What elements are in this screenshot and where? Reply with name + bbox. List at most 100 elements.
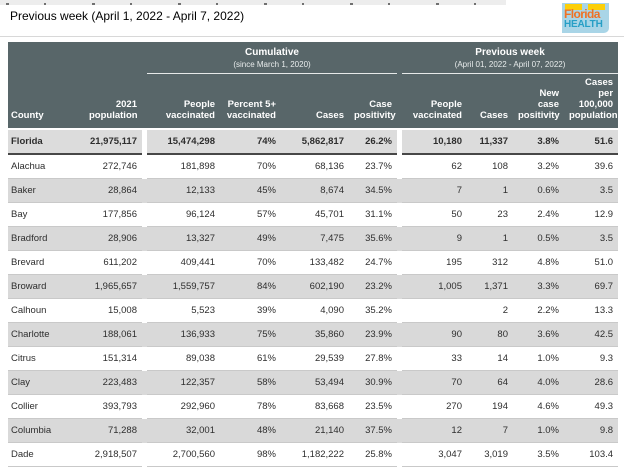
cell-pw-people-vaccinated: 12 xyxy=(402,418,467,443)
cell-pw-new-case-positivity: 0.6% xyxy=(513,178,564,203)
cell-pw-cases: 312 xyxy=(467,250,513,275)
column-separator xyxy=(142,178,147,203)
cell-pw-new-case-positivity: 0.5% xyxy=(513,226,564,251)
cell-pw-new-case-positivity: 4.6% xyxy=(513,394,564,419)
cell-pw-cases-per-100k: 13.3 xyxy=(564,298,619,323)
col-header-pw-cases: Cases xyxy=(467,73,513,129)
cell-percent-5plus-vaccinated: 39% xyxy=(220,298,281,323)
col-header-county: County xyxy=(8,73,84,129)
county-row: Alachua 272,746 181,898 70% 68,136 23.7% 62 108… xyxy=(8,154,619,179)
county-row: Broward 1,965,657 1,559,757 84% 602,190 23.2%… xyxy=(8,274,619,299)
cell-pw-cases-per-100k: 103.4 xyxy=(564,442,619,467)
state-total-row: Florida 21,975,117 15,474,298 74% 5,862,817 2… xyxy=(8,128,619,155)
table-header: Cumulative (since March 1, 2020) Previou… xyxy=(8,42,619,129)
cell-cases: 5,862,817 xyxy=(281,128,349,155)
column-separator xyxy=(397,346,402,371)
cell-cases: 45,701 xyxy=(281,202,349,227)
table-body: Florida 21,975,117 15,474,298 74% 5,862,817 2… xyxy=(8,128,619,467)
column-separator xyxy=(397,42,402,129)
county-row: Charlotte 188,061 136,933 75% 35,860 23.9% 90 8… xyxy=(8,322,619,347)
cell-people-vaccinated: 96,124 xyxy=(147,202,220,227)
cell-case-positivity: 23.2% xyxy=(349,274,397,299)
group-sublabel: (April 01, 2022 - April 07, 2022) xyxy=(454,60,566,69)
cell-pw-new-case-positivity: 3.6% xyxy=(513,322,564,347)
cell-case-positivity: 26.2% xyxy=(349,128,397,155)
cell-cases: 8,674 xyxy=(281,178,349,203)
column-separator xyxy=(142,370,147,395)
cell-people-vaccinated: 181,898 xyxy=(147,154,220,179)
cell-pw-new-case-positivity: 4.8% xyxy=(513,250,564,275)
cell-cases: 83,668 xyxy=(281,394,349,419)
cell-people-vaccinated: 12,133 xyxy=(147,178,220,203)
column-separator xyxy=(397,418,402,443)
column-separator xyxy=(397,322,402,347)
cell-pw-cases: 108 xyxy=(467,154,513,179)
cell-pw-people-vaccinated: 3,047 xyxy=(402,442,467,467)
cell-pw-cases-per-100k: 39.6 xyxy=(564,154,619,179)
cell-county: Alachua xyxy=(8,154,84,179)
county-row: Columbia 71,288 32,001 48% 21,140 37.5% 12 7 1.0… xyxy=(8,418,619,443)
cell-pw-people-vaccinated: 195 xyxy=(402,250,467,275)
cell-case-positivity: 23.7% xyxy=(349,154,397,179)
cell-percent-5plus-vaccinated: 45% xyxy=(220,178,281,203)
cell-percent-5plus-vaccinated: 78% xyxy=(220,394,281,419)
cell-cases: 35,860 xyxy=(281,322,349,347)
cell-pw-cases-per-100k: 69.7 xyxy=(564,274,619,299)
cell-people-vaccinated: 15,474,298 xyxy=(147,128,220,155)
cell-people-vaccinated: 1,559,757 xyxy=(147,274,220,299)
cell-pw-cases: 1 xyxy=(467,178,513,203)
cell-county: Citrus xyxy=(8,346,84,371)
cell-county: Clay xyxy=(8,370,84,395)
clipped-previous-text-line xyxy=(0,0,506,5)
cell-case-positivity: 25.8% xyxy=(349,442,397,467)
cell-percent-5plus-vaccinated: 70% xyxy=(220,250,281,275)
cell-pw-people-vaccinated: 50 xyxy=(402,202,467,227)
cell-pw-new-case-positivity: 3.8% xyxy=(513,128,564,155)
column-separator xyxy=(142,322,147,347)
cell-population: 1,965,657 xyxy=(84,274,142,299)
column-separator xyxy=(397,274,402,299)
column-separator xyxy=(142,298,147,323)
cell-pw-cases: 1 xyxy=(467,226,513,251)
cell-cases: 133,482 xyxy=(281,250,349,275)
logo-florida-text: Florida xyxy=(564,7,600,21)
column-separator xyxy=(397,298,402,323)
cell-pw-cases-per-100k: 3.5 xyxy=(564,226,619,251)
cell-population: 188,061 xyxy=(84,322,142,347)
column-separator xyxy=(142,154,147,179)
cell-percent-5plus-vaccinated: 84% xyxy=(220,274,281,299)
cell-people-vaccinated: 2,700,560 xyxy=(147,442,220,467)
cell-pw-new-case-positivity: 1.0% xyxy=(513,418,564,443)
cell-cases: 4,090 xyxy=(281,298,349,323)
cell-pw-new-case-positivity: 1.0% xyxy=(513,346,564,371)
cell-pw-cases-per-100k: 12.9 xyxy=(564,202,619,227)
cell-people-vaccinated: 32,001 xyxy=(147,418,220,443)
cell-pw-people-vaccinated: 1,005 xyxy=(402,274,467,299)
county-row: Bay 177,856 96,124 57% 45,701 31.1% 50 23 2.4% 12… xyxy=(8,202,619,227)
cell-county: Florida xyxy=(8,128,84,155)
cell-percent-5plus-vaccinated: 58% xyxy=(220,370,281,395)
cell-case-positivity: 37.5% xyxy=(349,418,397,443)
cell-cases: 53,494 xyxy=(281,370,349,395)
cell-pw-new-case-positivity: 3.3% xyxy=(513,274,564,299)
cell-pw-cases-per-100k: 9.3 xyxy=(564,346,619,371)
column-separator xyxy=(142,226,147,251)
cell-case-positivity: 34.5% xyxy=(349,178,397,203)
column-separator xyxy=(397,178,402,203)
header-corner xyxy=(8,42,142,74)
group-header-row: Cumulative (since March 1, 2020) Previou… xyxy=(8,42,619,129)
cell-county: Dade xyxy=(8,442,84,467)
cell-pw-cases-per-100k: 42.5 xyxy=(564,322,619,347)
cell-pw-people-vaccinated: 33 xyxy=(402,346,467,371)
logo-yellow-tab xyxy=(565,4,582,10)
cell-percent-5plus-vaccinated: 98% xyxy=(220,442,281,467)
page-title: Previous week (April 1, 2022 - April 7, … xyxy=(10,9,245,23)
cell-pw-people-vaccinated: 10,180 xyxy=(402,128,467,155)
cell-pw-people-vaccinated: 9 xyxy=(402,226,467,251)
cell-population: 272,746 xyxy=(84,154,142,179)
column-separator xyxy=(397,128,402,154)
cell-cases: 7,475 xyxy=(281,226,349,251)
cell-pw-new-case-positivity: 2.2% xyxy=(513,298,564,323)
column-separator xyxy=(397,226,402,251)
column-separator xyxy=(142,346,147,371)
